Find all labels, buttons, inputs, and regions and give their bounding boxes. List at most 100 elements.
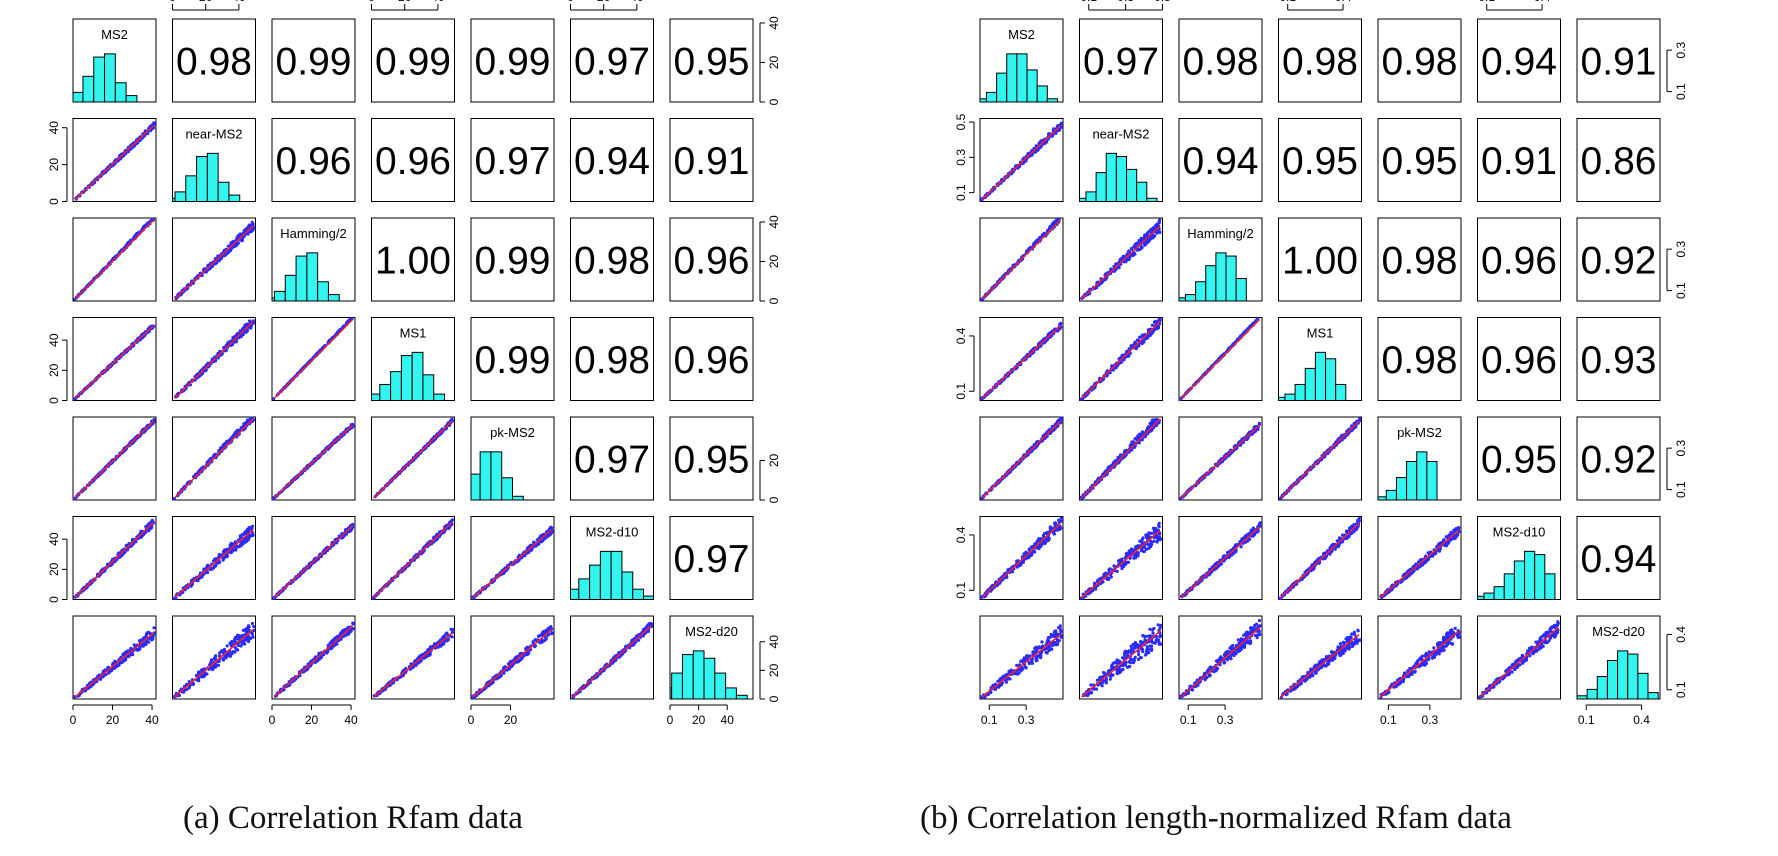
correlation-value: 0.98	[574, 240, 650, 283]
tick-label: 0	[368, 0, 375, 4]
scatter-point	[348, 630, 352, 634]
cell-frame	[570, 118, 654, 202]
tick-label: 0	[567, 0, 574, 4]
scatter-point	[116, 663, 120, 667]
matrix-cell	[172, 416, 256, 501]
correlation-value: 0.99	[475, 240, 551, 283]
histogram-bar	[578, 578, 591, 601]
scatter-point	[240, 542, 244, 546]
correlation-value: 0.98	[574, 339, 650, 382]
matrix-cell: 0.99	[271, 18, 356, 103]
scatter-point	[550, 632, 554, 636]
histogram-bar	[1006, 53, 1018, 103]
scatter-point	[252, 625, 256, 629]
histogram-bar	[72, 91, 84, 103]
cell-frame	[570, 18, 654, 103]
matrix-cell	[570, 615, 654, 700]
matrix-cell: 1.00	[371, 217, 455, 302]
matrix-cell: 0.97	[470, 118, 555, 202]
matrix-cell	[271, 516, 356, 600]
histogram-bar	[379, 383, 392, 402]
scatter-point	[351, 621, 355, 625]
correlation-value: 0.99	[475, 41, 551, 84]
scatter-point	[244, 330, 248, 334]
scatter-point	[196, 678, 200, 683]
variable-label: MS2	[101, 27, 128, 42]
scatter-point	[243, 642, 247, 646]
histogram-bar	[599, 550, 612, 600]
matrix-cell: MS2-d20	[669, 615, 754, 700]
histogram-bar	[512, 495, 524, 501]
scatter-point	[210, 666, 214, 671]
cell-frame	[669, 118, 754, 202]
scatter-point	[518, 658, 522, 662]
scatter-point	[236, 648, 240, 652]
scatter-point	[326, 650, 330, 654]
histogram-bar	[174, 191, 187, 202]
matrix-cell: 0.96	[669, 217, 754, 302]
histogram-bar	[979, 98, 987, 103]
histogram-bar	[671, 672, 683, 700]
scatter-point	[537, 634, 542, 638]
tick-label: 0	[767, 496, 781, 503]
histogram-bar	[643, 595, 654, 600]
histogram-bar	[985, 91, 998, 103]
correlation-value: 0.97	[674, 538, 750, 581]
tick-label: 0	[70, 713, 77, 727]
histogram-bar	[681, 654, 694, 700]
tick-label: 40	[431, 0, 445, 4]
matrix-cell: 0.97	[570, 18, 654, 103]
scatter-point	[152, 121, 156, 125]
correlation-value: 0.95	[674, 41, 750, 84]
correlation-value: 0.99	[375, 41, 451, 84]
scatter-point	[131, 653, 135, 657]
matrix-cell: MS2	[72, 18, 157, 103]
tick-label: 20	[504, 713, 518, 727]
histogram-bar	[725, 687, 737, 700]
scatter-point	[222, 548, 227, 552]
histogram-bar	[217, 181, 230, 203]
scatter-point	[237, 544, 241, 549]
cell-frame	[371, 18, 455, 103]
scatter-point	[241, 628, 245, 632]
histogram-bar	[479, 451, 492, 501]
matrix-cell: 0.97	[669, 516, 754, 600]
correlation-value: 0.97	[574, 439, 650, 482]
matrix-cell	[171, 516, 256, 600]
fit-line	[74, 125, 155, 201]
scatter-point	[137, 647, 141, 652]
scatter-point	[240, 239, 244, 243]
matrix-cell	[271, 416, 356, 501]
matrix-cell: 0.96	[271, 118, 356, 202]
variable-label: MS2	[1008, 27, 1035, 42]
tick-label: 40	[767, 16, 781, 30]
scatter-point	[201, 674, 206, 679]
tick-label: 0	[468, 713, 475, 727]
matrix-cell	[271, 615, 356, 700]
matrix-cell	[72, 118, 157, 202]
histogram-bar	[228, 194, 241, 202]
tick-label: 40	[145, 713, 159, 727]
scatter-point	[432, 642, 437, 646]
correlation-value: 0.98	[1282, 41, 1358, 84]
matrix-cell	[72, 217, 157, 302]
histogram-bar	[284, 274, 297, 302]
correlation-value: 0.98	[176, 41, 252, 84]
correlation-value: 0.96	[276, 140, 352, 183]
scatter-point	[446, 638, 450, 642]
scatter-point	[233, 431, 237, 435]
tick-label: 0	[47, 198, 61, 205]
correlation-value: 0.97	[1083, 41, 1159, 84]
matrix-cell	[172, 317, 256, 401]
histogram-bar	[327, 294, 340, 302]
tick-label: 20	[47, 363, 61, 377]
histogram-bar	[735, 694, 748, 700]
histogram-bar	[196, 156, 208, 203]
tick-label: 40	[767, 215, 781, 229]
